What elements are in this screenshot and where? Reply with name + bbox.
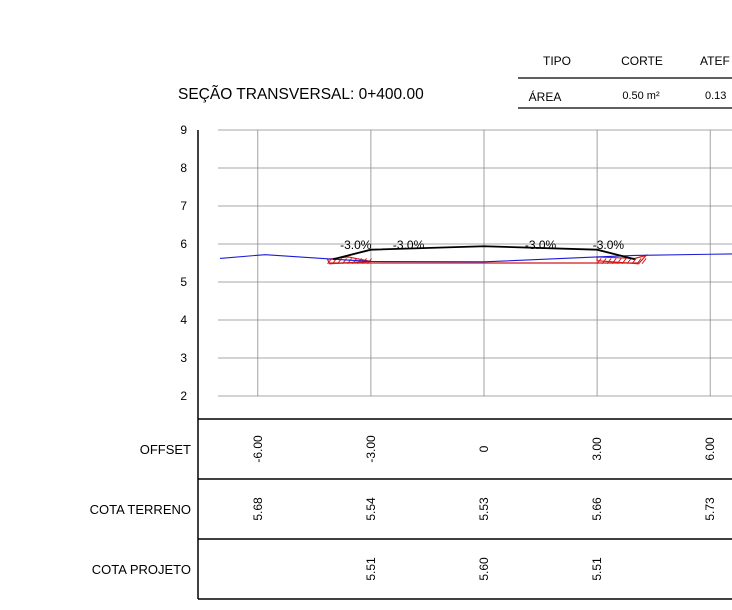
y-tick-label: 2 — [180, 389, 187, 403]
grid — [197, 129, 732, 419]
row-value: 5.68 — [251, 497, 265, 521]
summary-value-aterro: 0.13 — [705, 90, 726, 102]
row-value: 6.00 — [703, 437, 717, 461]
summary-column-corte: CORTE — [621, 54, 663, 68]
station-table: OFFSET COTA TERRENO COTA PROJETO -6.00 -3.0… — [90, 418, 732, 600]
row-value: -3.00 — [364, 435, 378, 463]
row-label: COTA TERRENO — [90, 502, 191, 517]
slope-label: -3.0% — [593, 238, 625, 252]
row-value: -6.00 — [251, 435, 265, 463]
row-value: 5.54 — [364, 497, 378, 521]
row-value: 5.73 — [703, 497, 717, 521]
summary-header-label: TIPO — [543, 54, 571, 68]
slope-label: -3.0% — [340, 238, 372, 252]
row-label: COTA PROJETO — [92, 562, 191, 577]
row-value: 5.60 — [477, 557, 491, 581]
hatch-stroke — [641, 258, 647, 265]
row-value: 5.66 — [590, 497, 604, 521]
summary-table: TIPO CORTE ATEF ÁREA 0.50 m² 0.13 — [518, 54, 732, 109]
y-tick-label: 4 — [180, 313, 187, 327]
summary-column-aterro: ATEF — [700, 54, 730, 68]
row-value: 0 — [477, 445, 491, 452]
row-value: 5.51 — [364, 557, 378, 581]
row-value: 5.51 — [590, 557, 604, 581]
y-tick-label: 7 — [180, 199, 187, 213]
row-label: OFFSET — [140, 442, 191, 457]
section-title: SEÇÃO TRANSVERSAL: 0+400.00 — [178, 86, 424, 103]
y-tick-labels: 9 8 7 6 5 4 3 2 — [180, 123, 187, 403]
row-value: 3.00 — [590, 437, 604, 461]
y-tick-label: 6 — [180, 237, 187, 251]
plot-area: 9 8 7 6 5 4 3 2 -3.0% -3.0% -3.0% -3.0% — [180, 123, 732, 419]
slope-label: -3.0% — [525, 238, 557, 252]
y-tick-label: 5 — [180, 275, 187, 289]
design-line — [332, 245, 636, 261]
profile-lines — [220, 245, 732, 263]
summary-row-label: ÁREA — [529, 89, 562, 104]
y-tick-label: 8 — [180, 161, 187, 175]
summary-value-corte: 0.50 m² — [622, 90, 660, 102]
slope-labels: -3.0% -3.0% -3.0% -3.0% — [340, 238, 624, 252]
y-tick-label: 3 — [180, 351, 187, 365]
row-value: 5.53 — [477, 497, 491, 521]
y-tick-label: 9 — [180, 123, 187, 137]
terrain-line — [220, 253, 732, 263]
slope-label: -3.0% — [393, 238, 425, 252]
